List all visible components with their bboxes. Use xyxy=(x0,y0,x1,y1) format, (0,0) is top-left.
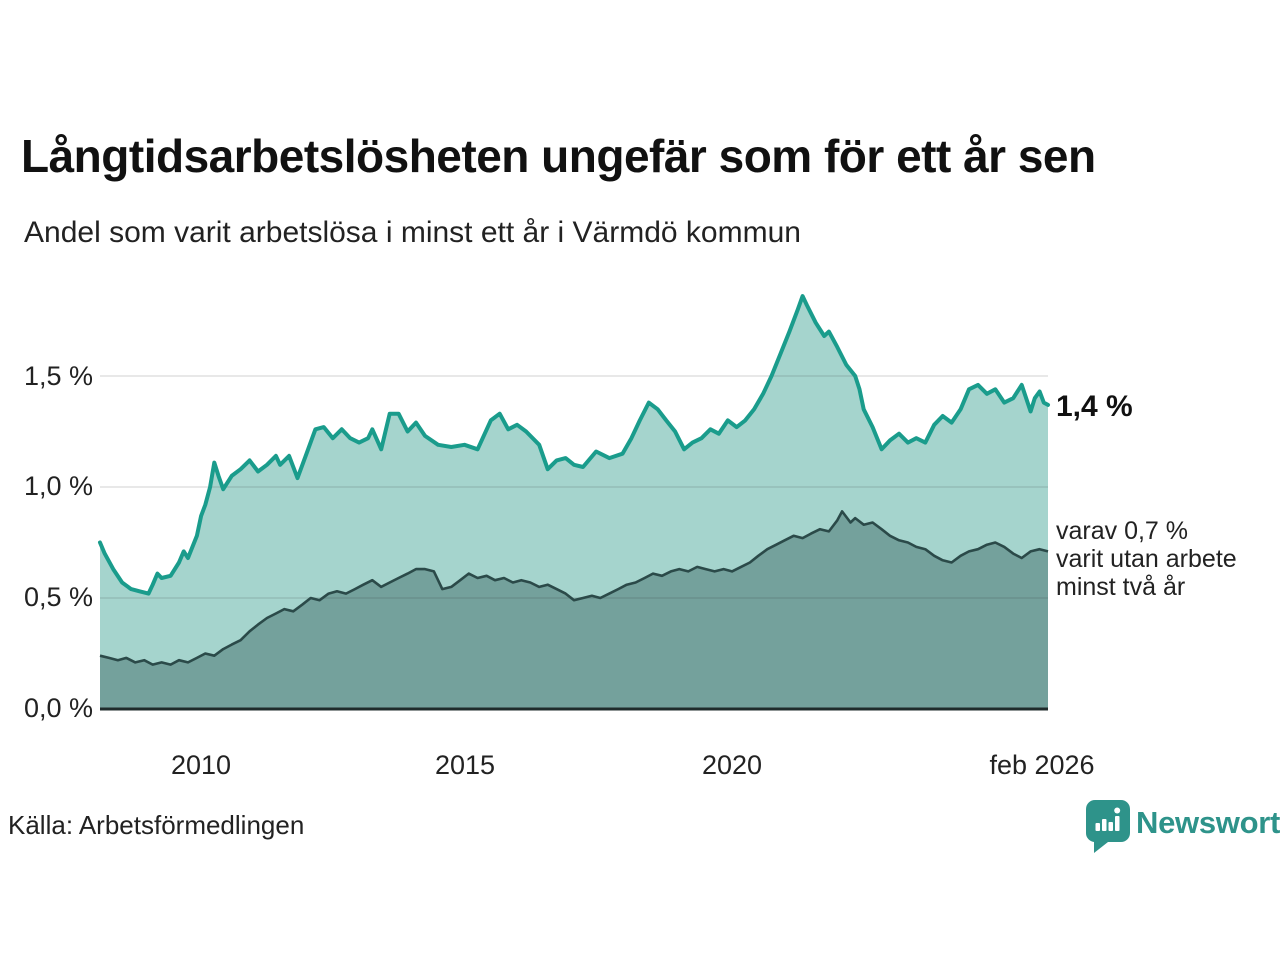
source-note: Källa: Arbetsförmedlingen xyxy=(8,810,305,840)
y-tick-1-0: 1,0 % xyxy=(23,471,93,501)
gridlines xyxy=(100,375,1048,599)
y-tick-0-0: 0,0 % xyxy=(23,693,93,723)
x-tick-feb-2026: feb 2026 xyxy=(989,750,1095,780)
x-tick-2020: 2020 xyxy=(701,750,763,780)
latest-value-label: 1,4 % xyxy=(1056,390,1133,423)
secondary-series-annotation: varav 0,7 % varit utan arbete minst två … xyxy=(1056,517,1237,601)
newsworthy-speech-bubble-barchart-icon xyxy=(1086,800,1130,853)
two-year-series-area xyxy=(100,511,1048,709)
total-series-line xyxy=(98,294,1050,596)
y-tick-0-5: 0,5 % xyxy=(23,582,93,612)
secondary-annotation-line-3: minst två år xyxy=(1056,573,1186,601)
chart-subtitle: Andel som varit arbetslösa i minst ett å… xyxy=(24,216,801,249)
secondary-annotation-line-1: varav 0,7 % xyxy=(1056,517,1189,545)
y-tick-1-5: 1,5 % xyxy=(23,361,93,391)
secondary-annotation-line-2: varit utan arbete xyxy=(1056,545,1237,573)
x-tick-2015: 2015 xyxy=(434,750,496,780)
newsworthy-wordmark: Newsworthy xyxy=(1136,805,1280,840)
chart-title: Långtidsarbetslösheten ungefär som för e… xyxy=(21,130,1096,182)
x-tick-2010: 2010 xyxy=(170,750,232,780)
two-year-series-line xyxy=(99,510,1049,666)
newsworthy-logo: Newsworthy xyxy=(1086,800,1280,856)
